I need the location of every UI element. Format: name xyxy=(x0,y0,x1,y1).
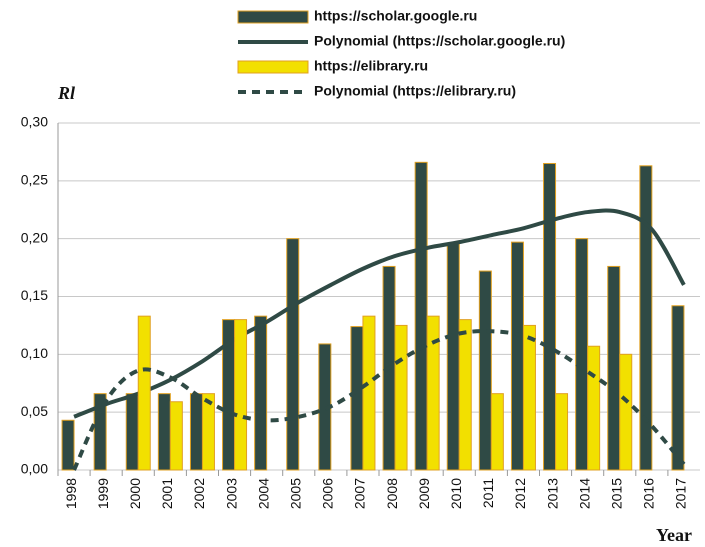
legend-label: https://elibrary.ru xyxy=(314,58,428,74)
x-tick-label: 2008 xyxy=(384,478,400,509)
x-tick-label: 2006 xyxy=(320,478,336,509)
bar xyxy=(189,393,203,471)
bar xyxy=(125,393,139,471)
bar xyxy=(157,393,171,471)
bar xyxy=(671,305,685,471)
bar xyxy=(254,315,268,471)
y-tick-label: 0,05 xyxy=(21,403,48,419)
bar xyxy=(555,393,569,471)
x-axis-label: Year xyxy=(656,525,692,545)
bar xyxy=(478,270,492,471)
y-axis-label: Rl xyxy=(57,83,75,103)
x-tick-label: 2003 xyxy=(223,478,239,509)
x-tick-label: 2015 xyxy=(608,478,624,509)
bar xyxy=(61,419,75,471)
x-tick-label: 2017 xyxy=(673,478,689,509)
x-tick-label: 1998 xyxy=(63,478,79,509)
x-tick-label: 2009 xyxy=(416,478,432,509)
x-tick-label: 2004 xyxy=(255,478,271,509)
bar xyxy=(510,241,524,471)
legend-swatch xyxy=(237,10,309,24)
bar xyxy=(490,393,504,471)
x-tick-label: 2013 xyxy=(544,478,560,509)
x-tick-label: 2012 xyxy=(512,478,528,509)
y-tick-label: 0,25 xyxy=(21,172,48,188)
trend-line xyxy=(72,329,686,471)
x-tick-label: 2016 xyxy=(641,478,657,509)
x-tick-label: 2010 xyxy=(448,478,464,509)
bar xyxy=(350,326,364,471)
x-tick-label: 2001 xyxy=(159,478,175,509)
legend-label: Polynomial (https://elibrary.ru) xyxy=(314,83,516,99)
bar xyxy=(619,353,633,471)
y-tick-label: 0,15 xyxy=(21,287,48,303)
bar xyxy=(169,401,183,471)
x-tick-label: 2002 xyxy=(191,478,207,509)
bar xyxy=(575,238,589,471)
bar xyxy=(587,345,601,471)
bar xyxy=(234,319,248,471)
legend-label: https://scholar.google.ru xyxy=(314,8,477,24)
y-tick-label: 0,30 xyxy=(21,114,48,130)
x-tick-label: 2000 xyxy=(127,478,143,509)
x-tick-label: 1999 xyxy=(95,478,111,509)
x-tick-label: 2014 xyxy=(576,478,592,509)
bar xyxy=(426,315,440,471)
bar xyxy=(201,393,215,471)
bar xyxy=(137,315,151,471)
legend-label: Polynomial (https://scholar.google.ru) xyxy=(314,33,565,49)
bar xyxy=(458,319,472,471)
bar xyxy=(286,238,300,471)
bar xyxy=(362,315,376,471)
x-tick-label: 2005 xyxy=(287,478,303,509)
bar xyxy=(607,265,621,471)
y-tick-label: 0,00 xyxy=(21,461,48,477)
legend-swatch xyxy=(237,60,309,74)
x-tick-label: 2011 xyxy=(480,478,496,508)
bar xyxy=(446,242,460,471)
bar xyxy=(543,162,557,471)
y-tick-label: 0,20 xyxy=(21,229,48,245)
bar xyxy=(414,161,428,471)
bar xyxy=(522,324,536,471)
bar xyxy=(394,324,408,471)
y-tick-label: 0,10 xyxy=(21,345,48,361)
x-tick-label: 2007 xyxy=(352,478,368,509)
bar xyxy=(639,165,653,471)
